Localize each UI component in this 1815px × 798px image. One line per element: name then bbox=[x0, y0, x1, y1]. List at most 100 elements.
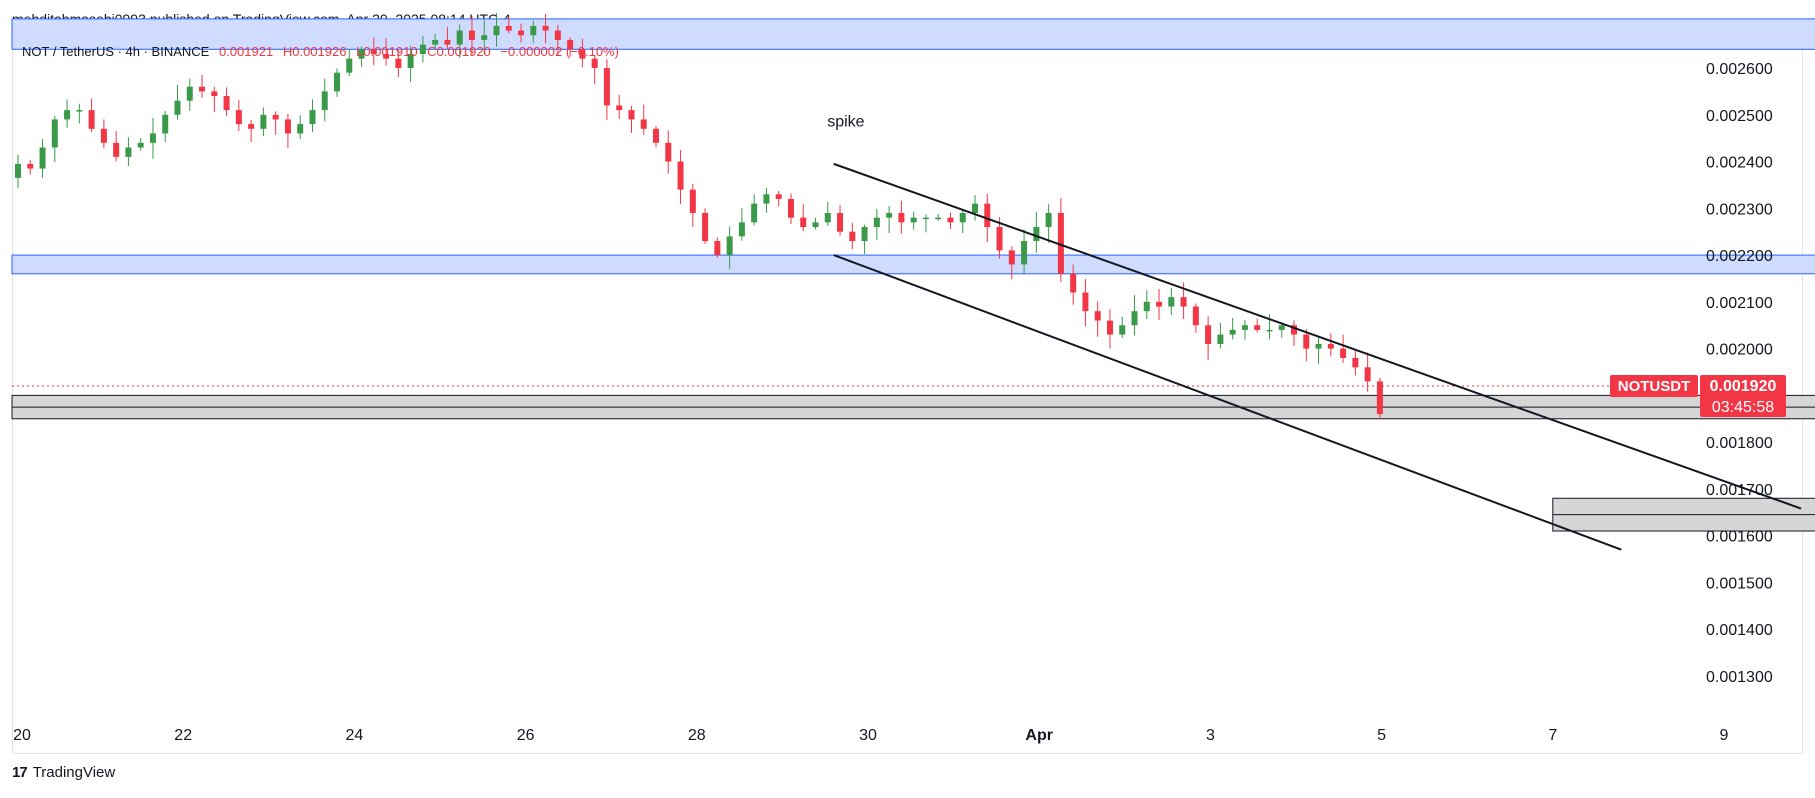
x-tick-label: 20 bbox=[13, 727, 31, 744]
candle-body bbox=[1229, 329, 1236, 335]
y-tick-label: 0.001600 bbox=[1706, 529, 1773, 546]
candle-body bbox=[1131, 311, 1138, 326]
candle-body bbox=[579, 49, 586, 59]
candle-body bbox=[493, 25, 500, 36]
footer-brand[interactable]: TradingView bbox=[32, 764, 116, 781]
time-axis[interactable]: 202224262830Apr3579111315171921232527 bbox=[13, 727, 1815, 744]
candle-body bbox=[321, 91, 328, 111]
candle-body bbox=[800, 217, 807, 228]
x-tick-label: 9 bbox=[1720, 727, 1729, 744]
candle-body bbox=[824, 212, 831, 223]
candle-body bbox=[554, 30, 561, 40]
candle-body bbox=[1057, 212, 1064, 274]
price-axis[interactable]: 0.002600 0.002500 0.002400 0.002300 0.002200… bbox=[1706, 61, 1773, 686]
candle-body bbox=[468, 30, 475, 40]
candle-body bbox=[1352, 357, 1359, 368]
candle-body bbox=[1094, 311, 1101, 321]
candle-body bbox=[505, 25, 512, 31]
candle-body bbox=[886, 212, 893, 218]
candle-body bbox=[738, 222, 745, 237]
candle-body bbox=[199, 86, 206, 92]
candle-body bbox=[922, 217, 929, 220]
y-tick-label: 0.001500 bbox=[1706, 575, 1773, 592]
x-tick-label: 28 bbox=[688, 727, 706, 744]
candle-body bbox=[1119, 325, 1126, 335]
candle-body bbox=[1340, 348, 1347, 358]
candle-body bbox=[383, 53, 390, 59]
candle-body bbox=[1278, 325, 1285, 330]
candle-body bbox=[763, 194, 770, 204]
x-tick-label: Apr bbox=[1025, 727, 1053, 744]
zones-layer bbox=[11, 18, 1815, 532]
candle-body bbox=[726, 236, 733, 256]
candle-body bbox=[358, 49, 365, 59]
candle-body bbox=[677, 161, 684, 190]
trendlines-layer bbox=[833, 162, 1802, 551]
candle-body bbox=[1327, 343, 1334, 349]
candle-body bbox=[1143, 301, 1150, 312]
candle-body bbox=[64, 110, 71, 120]
candle-body bbox=[1217, 334, 1224, 344]
candle-body bbox=[481, 35, 488, 40]
candle-body bbox=[591, 58, 598, 68]
candle-body bbox=[665, 142, 672, 162]
y-tick-label: 0.001700 bbox=[1706, 482, 1773, 499]
y-tick-label: 0.002400 bbox=[1706, 155, 1773, 172]
candle-body bbox=[1315, 343, 1322, 349]
candle-body bbox=[616, 105, 623, 111]
legend-change: −0.000002 (−0.10%) bbox=[500, 44, 619, 59]
candle-body bbox=[1106, 320, 1113, 335]
level-zone bbox=[11, 18, 1815, 50]
legend-open: 0.001921 bbox=[218, 44, 274, 59]
legend-low: L0.001910 bbox=[356, 44, 418, 59]
candle-body bbox=[186, 86, 193, 101]
trendline bbox=[833, 162, 1802, 510]
candle-body bbox=[898, 212, 905, 223]
candle-body bbox=[1180, 297, 1187, 307]
candle-body bbox=[1045, 212, 1052, 228]
candle-body bbox=[456, 30, 463, 45]
labels-layer: 0.0026960.0023310.0018990.001657spike bbox=[827, 113, 864, 130]
candle-body bbox=[39, 147, 46, 169]
candles-layer bbox=[15, 13, 1383, 419]
level-zone bbox=[11, 254, 1815, 275]
candle-body bbox=[1021, 241, 1028, 265]
candle-body bbox=[653, 128, 660, 143]
candle-body bbox=[542, 25, 549, 31]
candle-body bbox=[309, 110, 316, 125]
candle-body bbox=[518, 30, 525, 36]
candle-body bbox=[27, 163, 34, 169]
candle-body bbox=[972, 203, 979, 213]
candle-body bbox=[272, 114, 279, 120]
symbol-legend[interactable]: NOT / TetherUS · 4h · BINANCE 0.001921 H… bbox=[22, 44, 619, 59]
candle-body bbox=[1364, 367, 1371, 382]
candle-body bbox=[1082, 292, 1089, 312]
candle-body bbox=[1156, 301, 1163, 307]
candle-body bbox=[628, 110, 635, 120]
x-tick-label: 26 bbox=[517, 727, 535, 744]
candle-body bbox=[984, 203, 991, 228]
candle-body bbox=[1033, 227, 1040, 242]
candle-body bbox=[1168, 297, 1175, 307]
candle-body bbox=[297, 124, 304, 134]
candle-body bbox=[395, 58, 402, 68]
candle-body bbox=[88, 110, 95, 129]
annotation-text: spike bbox=[827, 113, 864, 130]
trendline bbox=[833, 254, 1622, 551]
candle-body bbox=[1241, 325, 1248, 330]
price-tag-countdown: 03:45:58 bbox=[1712, 399, 1774, 416]
legend-close: C0.001920 bbox=[427, 44, 491, 59]
legend-symbol[interactable]: NOT / TetherUS · 4h · BINANCE bbox=[22, 44, 210, 59]
x-tick-label: 24 bbox=[346, 727, 364, 744]
candle-body bbox=[370, 49, 377, 54]
candle-body bbox=[346, 58, 353, 73]
candle-body bbox=[751, 203, 758, 223]
candle-body bbox=[910, 217, 917, 223]
candle-body bbox=[1205, 325, 1212, 344]
candle-body bbox=[787, 198, 794, 218]
candle-body bbox=[935, 217, 942, 220]
y-tick-label: 0.001800 bbox=[1706, 435, 1773, 452]
candle-body bbox=[76, 110, 83, 112]
candle-body bbox=[1254, 325, 1261, 330]
